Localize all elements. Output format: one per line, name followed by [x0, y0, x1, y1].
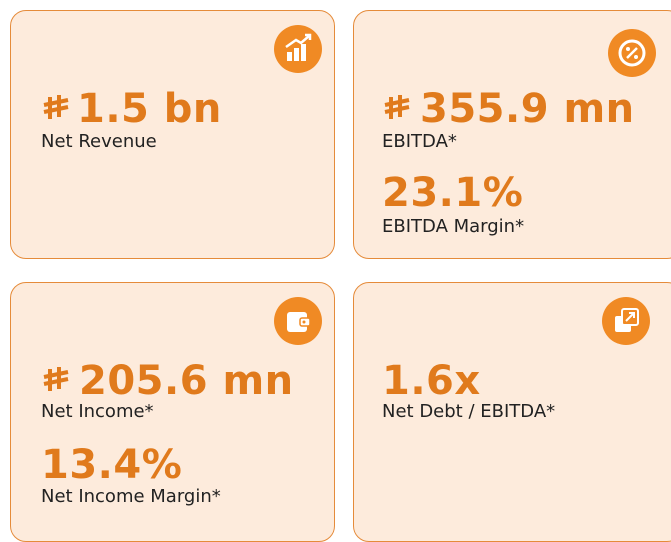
card: 355.9 mn EBITDA* 23.1% EBITDA Margin*: [353, 10, 671, 259]
metric-value: 205.6 mn: [79, 358, 294, 404]
currency-symbol: [43, 367, 69, 391]
metric-value: 23.1%: [382, 170, 524, 216]
currency-symbol: [384, 95, 410, 119]
metric-label: EBITDA*: [382, 131, 457, 152]
card: 205.6 mn Net Income* 13.4% Net Income Ma…: [10, 282, 335, 542]
card: 1.6x Net Debt / EBITDA*: [353, 282, 671, 542]
metric-label: Net Debt / EBITDA*: [382, 401, 556, 422]
metric-value: 1.5 bn: [77, 86, 222, 132]
currency-symbol: [43, 95, 69, 119]
leverage-icon: [602, 297, 650, 345]
page: 1.5 bn Net Revenue 355.9 mn EBITDA* 23.1…: [10, 10, 671, 542]
metric-value: 13.4%: [41, 442, 183, 488]
metric-label: Net Income Margin*: [41, 486, 221, 507]
card: 1.5 bn Net Revenue: [10, 10, 335, 259]
metric-label: Net Revenue: [41, 131, 157, 152]
metric-label: Net Income*: [41, 401, 154, 422]
growth-icon: [274, 25, 322, 73]
metric-value: 1.6x: [382, 358, 481, 404]
metric-label: EBITDA Margin*: [382, 216, 525, 237]
metric-value: 355.9 mn: [420, 86, 635, 132]
wallet-icon: [274, 297, 322, 345]
percent-icon: [608, 29, 656, 77]
